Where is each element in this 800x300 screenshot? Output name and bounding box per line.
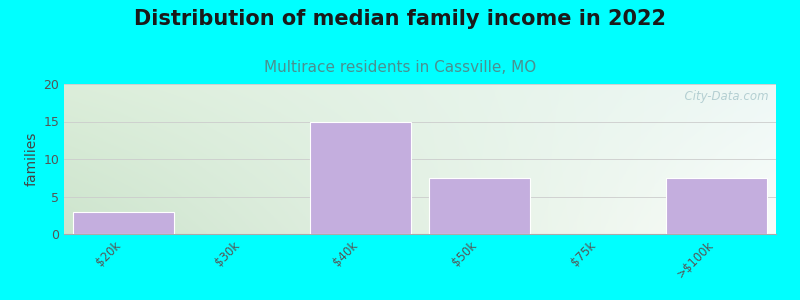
Bar	[666, 178, 767, 234]
Bar	[310, 122, 411, 234]
Text: City-Data.com: City-Data.com	[678, 90, 769, 103]
Bar	[429, 178, 530, 234]
Text: Distribution of median family income in 2022: Distribution of median family income in …	[134, 9, 666, 29]
Bar	[73, 212, 174, 234]
Text: Multirace residents in Cassville, MO: Multirace residents in Cassville, MO	[264, 60, 536, 75]
Y-axis label: families: families	[25, 132, 39, 186]
